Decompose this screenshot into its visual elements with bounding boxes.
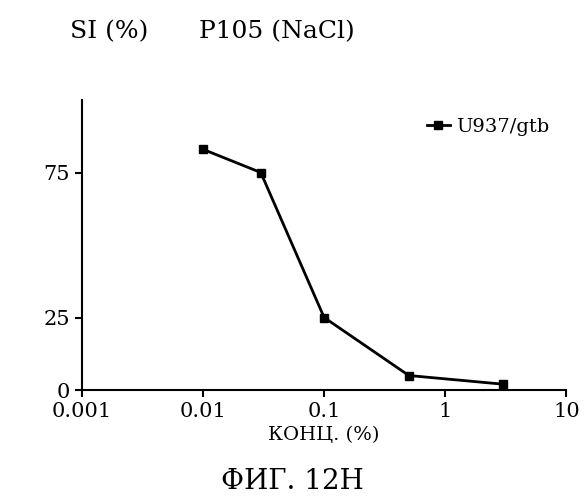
U937/gtb [405,372,412,378]
Line: U937/gtb: U937/gtb [199,145,507,388]
Text: SI (%): SI (%) [70,20,148,43]
Text: ФИГ. 12H: ФИГ. 12H [221,468,363,495]
X-axis label: КОНЦ. (%): КОНЦ. (%) [269,426,380,444]
Legend: U937/gtb: U937/gtb [419,110,557,144]
U937/gtb [500,381,507,387]
U937/gtb [199,146,207,152]
U937/gtb [258,170,265,175]
Text: P105 (NaCl): P105 (NaCl) [199,20,354,43]
U937/gtb [321,314,328,320]
